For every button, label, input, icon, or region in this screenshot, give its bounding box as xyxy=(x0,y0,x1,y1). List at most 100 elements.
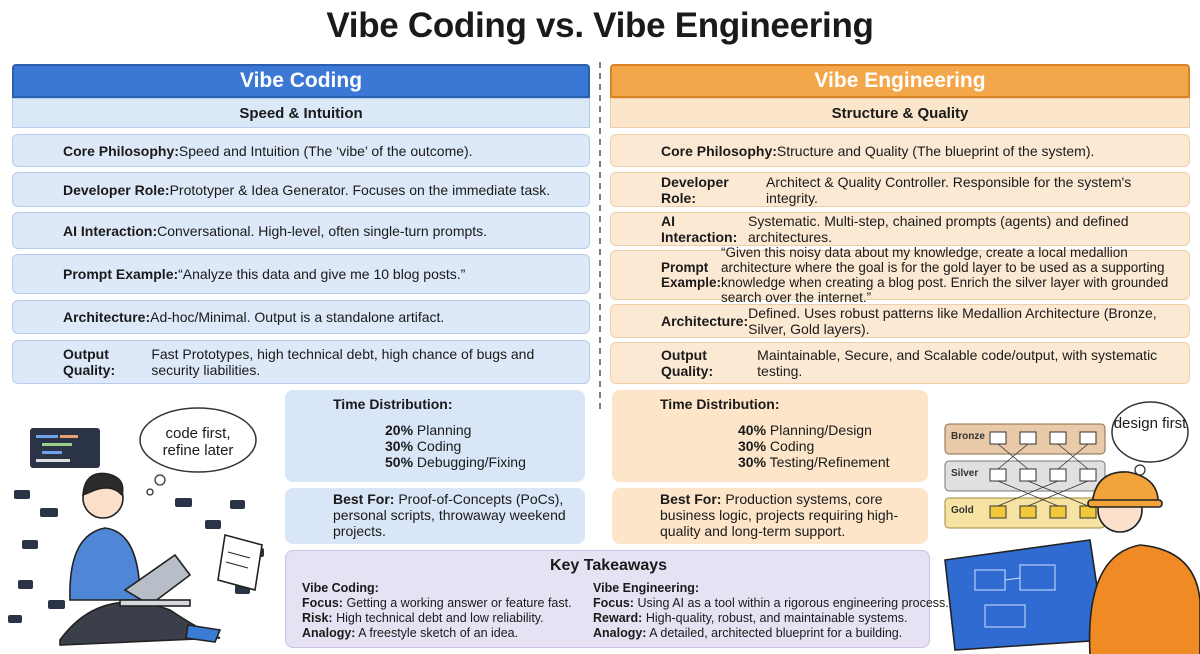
text: Using AI as a tool within a rigorous eng… xyxy=(637,596,949,610)
best-for-box: Best For: Production systems, core busin… xyxy=(612,488,928,544)
info-row: Output Quality: Maintainable, Secure, an… xyxy=(610,342,1190,384)
takeaway-line: Analogy: A freestyle sketch of an idea. xyxy=(302,626,582,641)
time-distribution-box: Time Distribution: 40% Planning/Design 30%… xyxy=(612,390,928,482)
takeaway-line: Risk: High technical debt and low reliab… xyxy=(302,611,582,626)
text: High-quality, robust, and maintainable s… xyxy=(645,611,908,625)
text: “Analyze this data and give me 10 blog p… xyxy=(178,266,466,282)
text: A freestyle sketch of an idea. xyxy=(358,626,519,640)
label: Best For: xyxy=(333,491,395,507)
time-label: Planning/Design xyxy=(769,422,872,438)
thought-bubble xyxy=(1111,401,1189,463)
label: Architecture: xyxy=(661,313,749,329)
label: Focus: xyxy=(302,596,343,610)
takeaway-column: Vibe Coding: Focus: Getting a working ans… xyxy=(302,581,582,641)
text: Getting a working answer or feature fast… xyxy=(346,596,572,610)
key-takeaways-box: Key Takeaways Vibe Coding: Focus: Getting … xyxy=(285,550,949,648)
label: Best For: xyxy=(660,491,722,507)
label: Focus: xyxy=(593,596,634,610)
time-distribution-title: Time Distribution: xyxy=(333,396,453,412)
title: Vibe Coding vs. Vibe Engineering xyxy=(326,6,874,45)
text: Proof-of-Concepts (PoCs), personal scrip… xyxy=(333,491,566,539)
info-row: Prompt Example: “Given this noisy data a… xyxy=(610,245,1190,305)
thought-text: design first xyxy=(1113,415,1187,432)
takeaway-line: Reward: High-quality, robust, and mainta… xyxy=(593,611,928,626)
layer-label: Silver xyxy=(951,468,979,479)
time-item: 50% Debugging/Fixing xyxy=(385,454,526,470)
text: High technical debt and low reliability. xyxy=(336,611,544,625)
info-row: Core Philosophy: Structure and Quality (… xyxy=(610,134,1190,167)
layer-label: Bronze xyxy=(951,431,985,442)
panel-subheader: Structure & Quality xyxy=(610,98,1190,128)
time-distribution-title: Time Distribution: xyxy=(660,396,780,412)
label: Reward: xyxy=(593,611,643,625)
time-item: 30% Coding xyxy=(738,438,814,454)
info-row: Core Philosophy: Speed and Intuition (Th… xyxy=(12,134,590,167)
text: Speed and Intuition (The ‘vibe’ of the o… xyxy=(178,142,473,159)
time-distribution-box: Time Distribution: 20% Planning 30% Coding… xyxy=(285,390,585,482)
label: Developer Role: xyxy=(661,173,729,206)
time-label: Planning xyxy=(416,422,472,438)
time-percent: 30% xyxy=(385,438,414,454)
takeaway-line: Focus: Getting a working answer or featu… xyxy=(302,596,582,611)
panel-subheader: Speed & Intuition xyxy=(12,98,590,128)
time-percent: 20% xyxy=(385,422,414,438)
label: Output Quality: xyxy=(661,347,714,379)
engineer-figure xyxy=(944,471,1200,654)
label: Core Philosophy: xyxy=(63,142,179,159)
takeaway-line: Focus: Using AI as a tool within a rigor… xyxy=(593,596,949,611)
time-percent: 30% xyxy=(738,454,767,470)
takeaway-heading: Vibe Coding: xyxy=(302,581,379,595)
text: Production systems, core business logic,… xyxy=(660,491,899,539)
info-row: Architecture: Defined. Uses robust patte… xyxy=(610,304,1190,338)
thought-bubble xyxy=(139,407,257,473)
label: AI Interaction: xyxy=(661,213,738,245)
info-row: Developer Role: Architect & Quality Cont… xyxy=(610,172,1190,207)
layer-label: Gold xyxy=(951,505,974,516)
text: A detailed, architected blueprint for a … xyxy=(649,626,903,640)
takeaway-heading: Vibe Engineering: xyxy=(593,581,700,595)
time-item: 30% Testing/Refinement xyxy=(738,454,890,470)
text: Systematic. Multi-step, chained prompts … xyxy=(748,213,1129,245)
label: Developer Role: xyxy=(63,181,170,198)
text: Defined. Uses robust patterns like Medal… xyxy=(748,305,1157,337)
text: “Given this noisy data about my knowledg… xyxy=(721,245,1169,305)
thought-text: code first, refine later xyxy=(162,425,234,459)
info-row: Prompt Example: “Analyze this data and g… xyxy=(12,254,590,294)
medallion-diagram xyxy=(944,423,1106,529)
time-label: Coding xyxy=(769,438,815,454)
text: Structure and Quality (The blueprint of … xyxy=(776,142,1095,159)
text: Fast Prototypes, high technical debt, hi… xyxy=(151,346,535,378)
info-row: Developer Role: Prototyper & Idea Genera… xyxy=(12,172,590,207)
time-label: Testing/Refinement xyxy=(769,454,890,470)
text: Prototyper & Idea Generator. Focuses on … xyxy=(169,181,551,198)
label: Analogy: xyxy=(593,626,647,640)
time-item: 20% Planning xyxy=(385,422,471,438)
takeaway-line: Analogy: A detailed, architected bluepri… xyxy=(593,626,928,641)
info-row: AI Interaction: Systematic. Multi-step, … xyxy=(610,212,1190,246)
text: Architect & Quality Controller. Responsi… xyxy=(766,173,1132,206)
info-row: AI Interaction: Conversational. High-lev… xyxy=(12,212,590,249)
label: Prompt Example: xyxy=(661,260,722,290)
label: AI Interaction: xyxy=(63,222,158,239)
text: Maintainable, Secure, and Scalable code/… xyxy=(757,347,1158,379)
time-item: 40% Planning/Design xyxy=(738,422,872,438)
label: Output Quality: xyxy=(63,346,116,378)
time-item: 30% Coding xyxy=(385,438,461,454)
time-label: Coding xyxy=(416,438,462,454)
label: Core Philosophy: xyxy=(661,142,777,159)
label: Architecture: xyxy=(63,309,151,325)
takeaway-column: Vibe Engineering: Focus: Using AI as a to… xyxy=(593,581,949,641)
info-row: Output Quality: Fast Prototypes, high te… xyxy=(12,340,590,384)
time-percent: 30% xyxy=(738,438,767,454)
text: Conversational. High-level, often single… xyxy=(157,222,488,239)
label: Risk: xyxy=(302,611,333,625)
time-percent: 50% xyxy=(385,454,414,470)
time-label: Debugging/Fixing xyxy=(416,454,526,470)
time-percent: 40% xyxy=(738,422,767,438)
info-row: Architecture: Ad-hoc/Minimal. Output is … xyxy=(12,300,590,334)
text: Ad-hoc/Minimal. Output is a standalone a… xyxy=(150,309,445,325)
key-takeaways-title: Key Takeaways xyxy=(549,557,668,574)
developer-figure xyxy=(59,472,263,646)
label: Prompt Example: xyxy=(63,266,179,282)
